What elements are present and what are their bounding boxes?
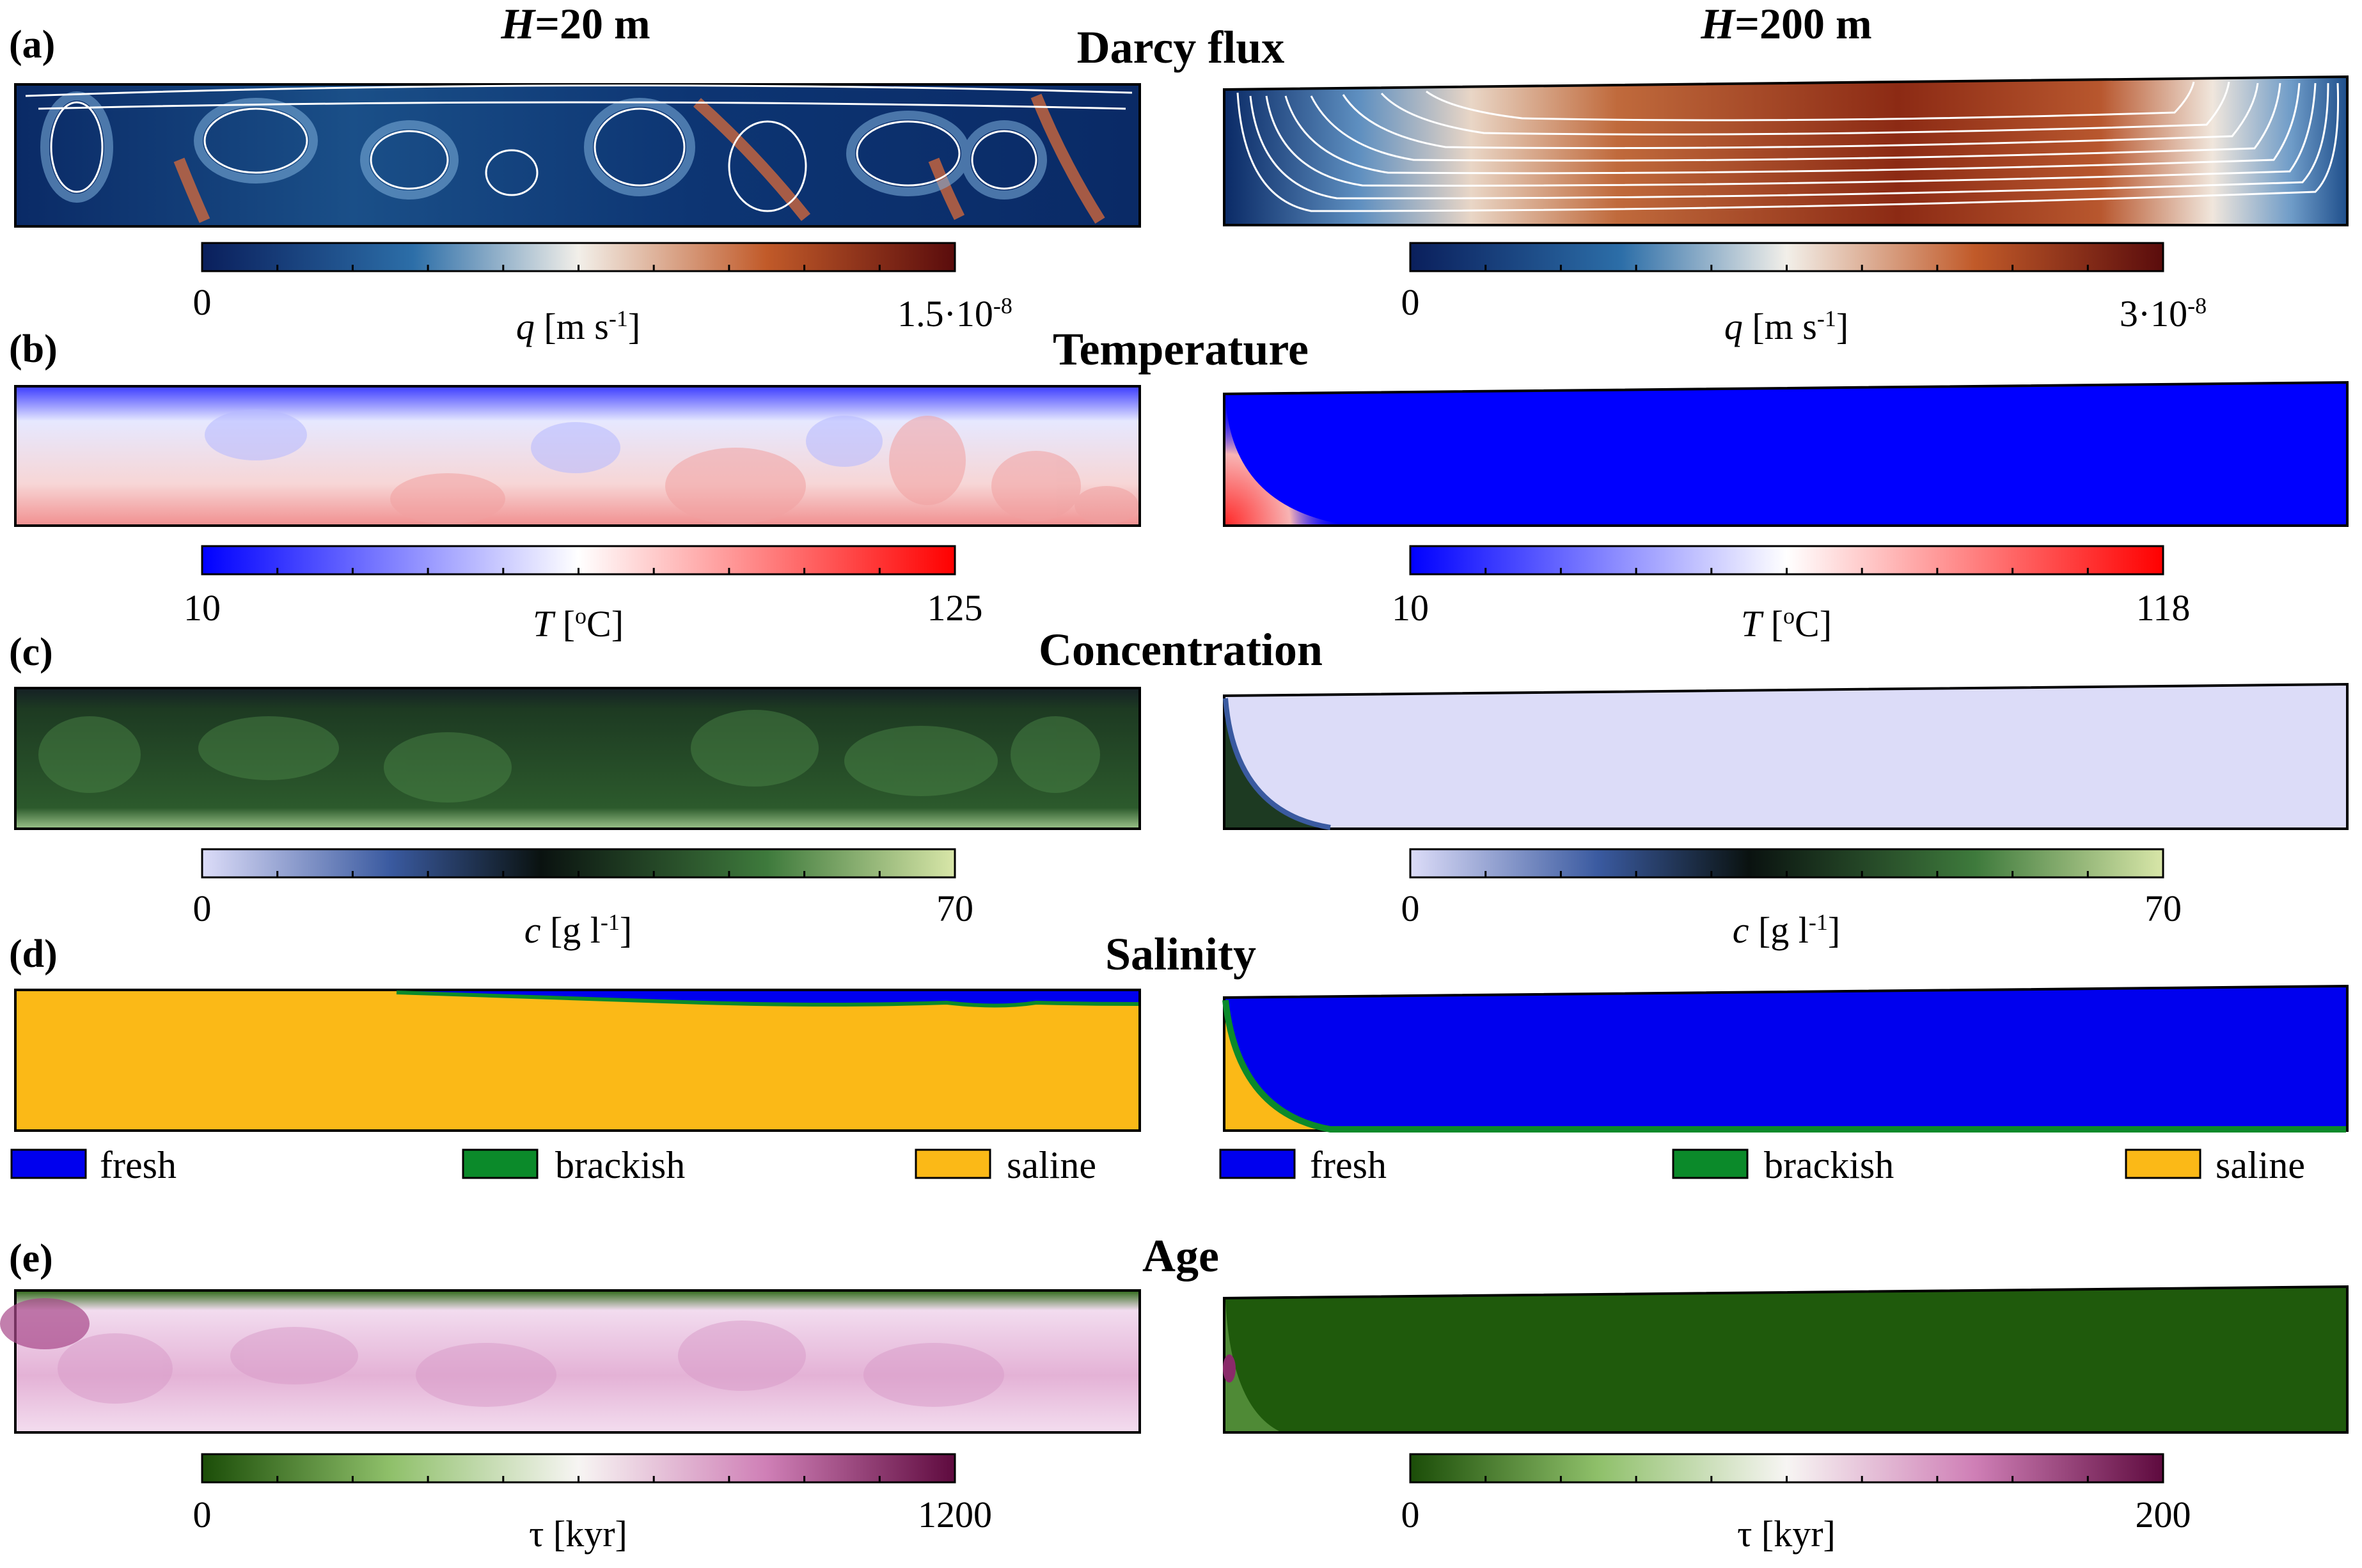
legend-left: fresh brackish saline — [10, 1144, 1096, 1186]
colorbar-flux-left-max: 1.5·10-8 — [897, 293, 1012, 334]
colorbar-concentration-left-label: c [g l-1] — [524, 909, 633, 951]
legend-left-saline-label: saline — [1007, 1144, 1096, 1186]
colorbar-age-right-label: τ [kyr] — [1737, 1513, 1836, 1555]
legend-right-brackish-label: brackish — [1764, 1144, 1894, 1186]
colorbar-concentration-right-max: 70 — [2145, 888, 2182, 929]
concentration-field-right — [1223, 682, 2349, 830]
age-field-left — [0, 1289, 1141, 1434]
colorbar-temperature-left — [201, 545, 956, 576]
colorbar-flux-right-max: 3·10-8 — [2120, 293, 2207, 334]
legend-right-brackish: brackish — [1672, 1144, 1894, 1186]
panel-label-a: (a) — [9, 23, 55, 67]
row-title-concentration: Concentration — [1039, 624, 1323, 675]
colorbar-concentration-left-min: 0 — [193, 888, 212, 929]
temperature-field-right — [1223, 380, 2349, 527]
concentration-field-left — [14, 687, 1141, 830]
column-title-right: H=200 m — [1700, 0, 1871, 48]
row-title-darcy-flux: Darcy flux — [1077, 22, 1285, 73]
colorbar-age-right — [1409, 1453, 2164, 1484]
legend-right: fresh brackish saline — [1219, 1144, 2305, 1186]
colorbar-concentration-left-max: 70 — [936, 888, 973, 929]
colorbar-age-left-min: 0 — [193, 1494, 212, 1535]
salinity-field-left — [14, 989, 1141, 1132]
colorbar-flux-left-min: 0 — [193, 281, 212, 323]
legend-left-brackish: brackish — [462, 1144, 685, 1186]
colorbar-age-left-label: τ [kyr] — [529, 1513, 627, 1555]
colorbar-flux-right-label: q [m s-1] — [1724, 306, 1848, 347]
legend-right-saline: saline — [2125, 1144, 2305, 1186]
panel-label-c: (c) — [9, 631, 53, 674]
colorbar-concentration-right-min: 0 — [1401, 888, 1420, 929]
colorbar-age-left-max: 1200 — [918, 1494, 992, 1535]
panel-label-e: (e) — [9, 1237, 53, 1280]
column-title-left: H=20 m — [500, 0, 650, 48]
colorbar-age-left — [201, 1453, 956, 1484]
legend-right-fresh-label: fresh — [1310, 1144, 1387, 1186]
row-title-temperature: Temperature — [1053, 324, 1309, 375]
colorbar-temperature-right — [1409, 545, 2164, 576]
colorbar-concentration-right — [1409, 848, 2164, 879]
colorbar-flux-left-label: q [m s-1] — [516, 306, 640, 347]
temperature-field-left — [14, 385, 1141, 527]
legend-left-fresh-label: fresh — [100, 1144, 177, 1186]
colorbar-temperature-right-label: T [oC] — [1741, 603, 1832, 645]
colorbar-flux-right-min: 0 — [1401, 281, 1420, 323]
colorbar-age-right-min: 0 — [1401, 1494, 1420, 1535]
colorbar-concentration-left — [201, 848, 956, 879]
row-title-salinity: Salinity — [1105, 929, 1256, 980]
colorbar-age-right-max: 200 — [2136, 1494, 2191, 1535]
colorbar-flux-right — [1409, 242, 2164, 272]
panel-label-b: (b) — [9, 327, 58, 371]
colorbar-temperature-left-min: 10 — [184, 587, 221, 629]
colorbar-temperature-right-min: 10 — [1392, 587, 1429, 629]
flux-field-right — [1223, 75, 2349, 226]
legend-left-saline: saline — [915, 1144, 1096, 1186]
legend-left-brackish-label: brackish — [555, 1144, 685, 1186]
colorbar-temperature-left-max: 125 — [927, 587, 983, 629]
salinity-field-right — [1222, 984, 2349, 1133]
legend-right-fresh: fresh — [1219, 1144, 1387, 1186]
legend-left-fresh: fresh — [10, 1144, 177, 1186]
colorbar-temperature-left-label: T [oC] — [533, 603, 624, 645]
panel-label-d: (d) — [9, 932, 58, 976]
legend-right-saline-label: saline — [2216, 1144, 2305, 1186]
colorbar-temperature-right-max: 118 — [2136, 587, 2191, 629]
row-title-age: Age — [1142, 1230, 1219, 1282]
colorbar-concentration-right-label: c [g l-1] — [1733, 909, 1841, 951]
flux-field-left — [14, 83, 1141, 228]
colorbar-flux-left — [201, 242, 956, 272]
age-field-right — [1223, 1285, 2349, 1434]
